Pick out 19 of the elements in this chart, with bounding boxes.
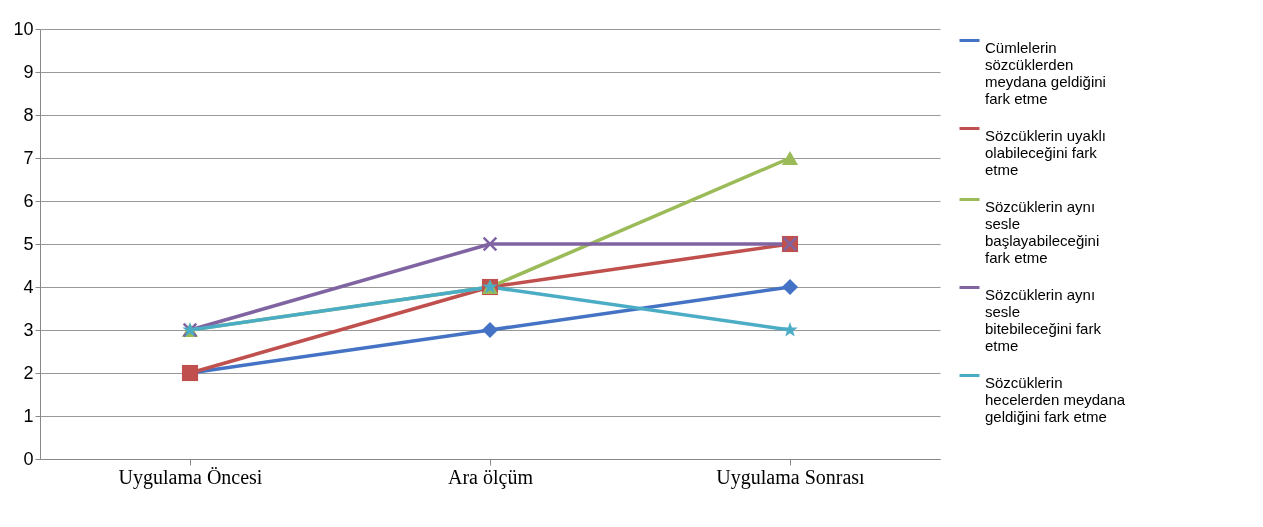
y-tick-label: 4 (23, 276, 34, 297)
y-tick-label: 9 (23, 61, 34, 82)
legend-label: Cümlelerin sözcüklerden meydana geldiğini fark etme (985, 38, 1106, 107)
legend-label: Sözcüklerin uyaklı olabileceğini fark etme (985, 126, 1106, 178)
x-tick-label: Ara ölçüm (448, 465, 534, 489)
x-tick-label: Uygulama Sonrası (716, 465, 866, 489)
legend-label: Sözcüklerin aynı sesle başlayabileceğini fark etme (985, 197, 1100, 266)
y-tick-label: 0 (23, 448, 34, 469)
y-tick-label: 8 (23, 104, 34, 125)
legend-label: Sözcüklerin hecelerden meydana geldiğini fark etme (985, 373, 1126, 425)
y-tick-label: 10 (13, 18, 34, 39)
y-tick-label: 2 (23, 362, 34, 383)
y-tick-label: 3 (23, 319, 34, 340)
y-tick-label: 6 (23, 190, 34, 211)
y-tick-label: 5 (23, 233, 34, 254)
y-tick-label: 7 (23, 147, 34, 168)
legend-label: Sözcüklerin aynı sesle bitebileceğini fark etme (985, 285, 1102, 354)
x-tick-label: Uygulama Öncesi (118, 465, 263, 489)
y-tick-label: 1 (23, 405, 34, 426)
